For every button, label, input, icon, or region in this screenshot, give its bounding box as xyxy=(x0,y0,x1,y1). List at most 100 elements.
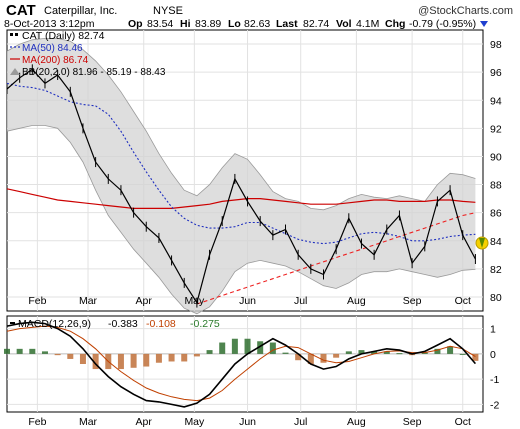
macd-histogram-bar xyxy=(472,353,479,361)
date-tick-label-bottom: Aug xyxy=(347,416,366,428)
low-label: Lo xyxy=(228,18,241,30)
macd-histogram-bar xyxy=(383,351,390,354)
price-tick-label: 94 xyxy=(490,95,502,107)
last-value: 82.74 xyxy=(303,18,329,30)
legend-price: CAT (Daily) 82.74 xyxy=(22,30,105,42)
macd-histogram-bar xyxy=(206,350,213,354)
date-tick-label-bottom: Oct xyxy=(455,416,471,428)
last-label: Last xyxy=(276,18,298,30)
bollinger-upper-line xyxy=(6,38,476,211)
macd-legend-v1: -0.383 xyxy=(108,318,138,330)
ma200-line xyxy=(6,188,476,209)
bollinger-band-fill xyxy=(7,38,476,314)
high-value: 83.89 xyxy=(195,18,221,30)
price-axis: 80 82 84 86 88 90 92 94 96 98 xyxy=(490,39,502,304)
macd-axis: 1 0 -1 -2 xyxy=(490,324,499,412)
macd-histogram-bar xyxy=(79,353,86,364)
macd-histogram-bar xyxy=(345,351,352,354)
chg-value: -0.79 (-0.95%) xyxy=(409,18,476,30)
macd-histogram-bar xyxy=(143,353,150,367)
high-label: Hi xyxy=(180,18,191,30)
macd-histogram-bar xyxy=(282,352,289,354)
price-tick-label: 96 xyxy=(490,67,502,79)
macd-histogram-bar xyxy=(219,342,226,354)
macd-histogram-bar xyxy=(396,353,403,355)
macd-histogram-bar xyxy=(130,353,137,368)
legend-ma200: MA(200) 86.74 xyxy=(22,55,89,66)
open-value: 83.54 xyxy=(147,18,173,30)
date-tick-label-bottom: Jul xyxy=(294,416,307,428)
date-tick-label: Jul xyxy=(294,295,307,307)
macd-histogram-bar xyxy=(168,353,175,362)
macd-histogram-bar xyxy=(421,352,428,354)
date-tick-label: Sep xyxy=(403,295,422,307)
macd-histogram-bar xyxy=(358,350,365,354)
date-tick-label: Aug xyxy=(347,295,366,307)
macd-line xyxy=(6,321,477,408)
macd-histogram-bar xyxy=(447,346,454,354)
macd-panel-frame xyxy=(6,315,484,413)
price-tick-label: 82 xyxy=(490,264,502,276)
company-name: Caterpillar, Inc. xyxy=(44,5,117,17)
macd-histogram xyxy=(4,338,479,370)
macd-histogram-bar xyxy=(295,353,302,361)
macd-histogram-bar xyxy=(92,353,99,370)
low-value: 82.63 xyxy=(244,18,270,30)
price-tick-label: 80 xyxy=(490,292,502,304)
macd-histogram-bar xyxy=(257,341,264,354)
legend-bb: BB(20,2.0) 81.96 - 85.19 - 88.43 xyxy=(22,67,166,78)
date-tick-label-bottom: May xyxy=(184,416,205,428)
date-tick-label: Mar xyxy=(79,295,98,307)
macd-tick-label: -1 xyxy=(490,374,499,386)
macd-histogram-bar xyxy=(4,348,10,354)
macd-signal-line xyxy=(6,325,476,402)
date-tick-label: Feb xyxy=(28,295,46,307)
macd-legend-v2: -0.108 xyxy=(146,318,176,330)
price-tick-label: 90 xyxy=(490,151,502,163)
date-tick-label-bottom: Apr xyxy=(136,416,153,428)
macd-histogram-bar xyxy=(117,353,124,370)
legend-ma50: MA(50) 84.46 xyxy=(22,43,83,54)
price-line xyxy=(6,68,476,305)
watermark: @StockCharts.com xyxy=(418,5,513,17)
price-panel-frame xyxy=(6,29,484,312)
macd-histogram-bar xyxy=(371,351,378,354)
macd-histogram-bar xyxy=(54,353,61,356)
macd-histogram-bar xyxy=(320,353,327,363)
date-axis: Feb Feb Mar Mar Apr Apr May May Jun Jun Jul Jul Aug A… xyxy=(28,295,471,428)
macd-histogram-bar xyxy=(244,338,251,354)
macd-histogram-bar xyxy=(459,353,466,355)
macd-histogram-bar xyxy=(29,348,36,354)
macd-histogram-bar xyxy=(16,348,23,354)
price-tick-label: 86 xyxy=(490,208,502,220)
price-points xyxy=(6,64,476,308)
date-tick-label-bottom: Jun xyxy=(239,416,256,428)
date-tick-label: Apr xyxy=(136,295,153,307)
bollinger-lower-line xyxy=(6,125,476,315)
macd-legend-v3: -0.275 xyxy=(190,318,220,330)
price-tick-label: 88 xyxy=(490,180,502,192)
ma50-line xyxy=(6,82,476,245)
price-tick-label: 84 xyxy=(490,236,502,248)
macd-histogram-bar xyxy=(155,353,162,363)
vol-value: 4.1M xyxy=(356,18,379,30)
date-tick-label-bottom: Mar xyxy=(79,416,98,428)
macd-histogram-bar xyxy=(269,342,276,354)
macd-histogram-bar xyxy=(193,353,200,357)
date-tick-label-bottom: Feb xyxy=(28,416,46,428)
macd-histogram-bar xyxy=(307,353,314,364)
open-label: Op xyxy=(128,18,143,30)
price-legend: CAT (Daily) 82.74 MA(50) 84.46 MA(200) 8… xyxy=(10,30,166,78)
date-tick-label: May xyxy=(184,295,205,307)
date-tick-label: Jun xyxy=(239,295,256,307)
price-tick-label: 98 xyxy=(490,39,502,51)
header-date: 8-Oct-2013 3:12pm xyxy=(4,18,95,30)
macd-histogram-bar xyxy=(231,338,238,354)
down-arrow-marker-icon xyxy=(479,238,485,248)
ticker: CAT xyxy=(6,2,36,19)
chg-label: Chg xyxy=(385,18,405,30)
down-arrow-icon xyxy=(480,21,488,27)
macd-legend: MACD(12,26,9) -0.383 -0.108 -0.275 xyxy=(10,318,220,330)
macd-histogram-bar xyxy=(434,348,441,354)
